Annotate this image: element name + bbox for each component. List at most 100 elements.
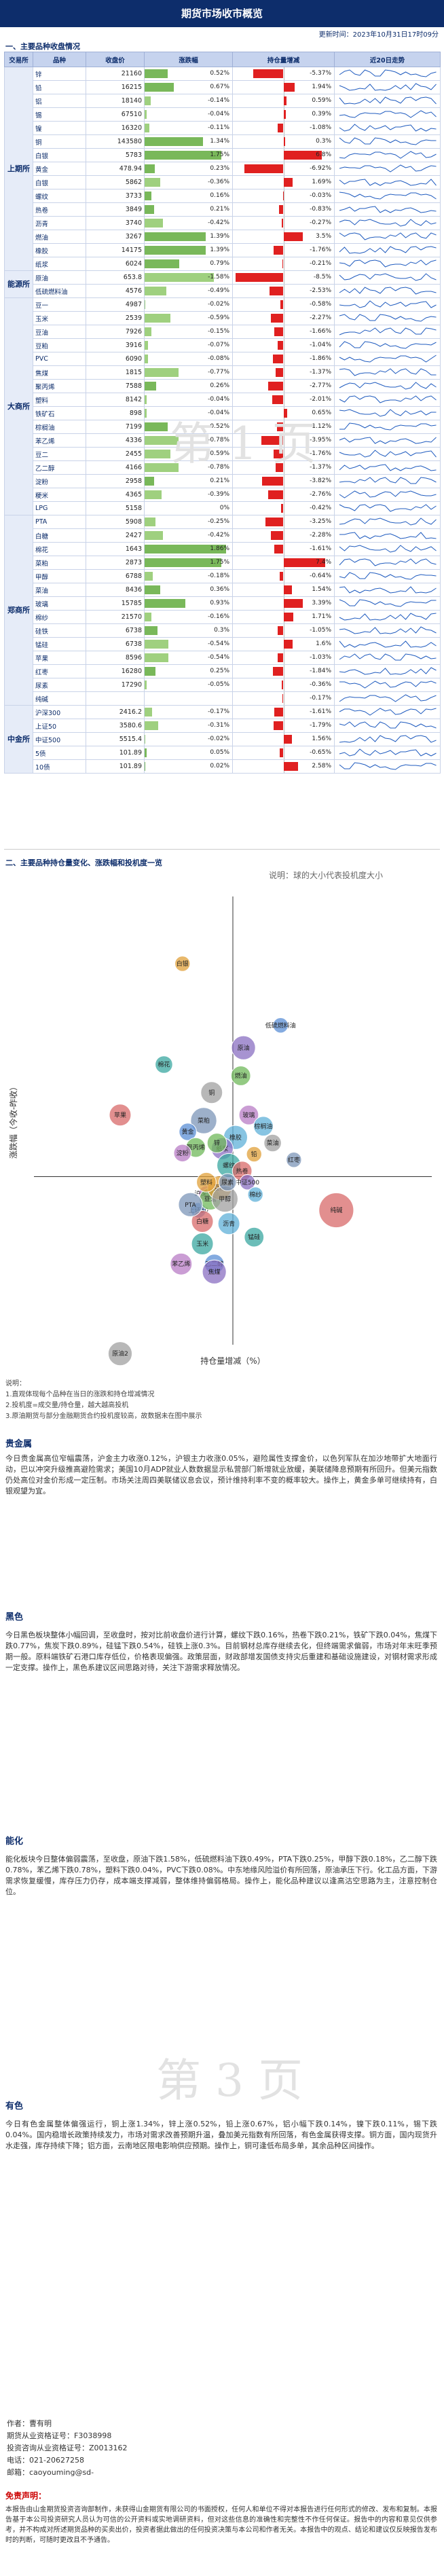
sparkline-path — [339, 206, 437, 213]
exchange-cell: 大商所 — [4, 297, 33, 515]
sparkline — [339, 327, 437, 335]
change-value: -0.16% — [208, 613, 229, 620]
change-bar — [145, 137, 204, 146]
change-value: 0.25% — [210, 668, 229, 674]
oi-cell: -3.25% — [232, 515, 335, 529]
change-cell: 0.67% — [144, 80, 233, 94]
oi-value: -2.27% — [310, 314, 331, 321]
oi-bar — [267, 490, 284, 499]
change-bar — [145, 450, 171, 458]
trend-cell — [334, 257, 441, 271]
trend-cell — [334, 610, 441, 624]
sparkline-path — [339, 450, 437, 458]
product-cell: 中证500 — [33, 732, 86, 746]
product-cell: 铜 — [33, 134, 86, 149]
oi-bar — [274, 708, 284, 716]
sparkline — [339, 708, 437, 716]
nonferrous-title: 有色 — [5, 2101, 24, 2111]
change-cell — [144, 691, 233, 706]
product-cell: 沥青 — [33, 216, 86, 230]
change-value: 0.05% — [210, 749, 229, 756]
trend-cell — [334, 542, 441, 556]
product-cell: 聚丙烯 — [33, 379, 86, 393]
table-row: PVC 6090 -0.08% -1.86% — [5, 352, 441, 366]
change-value: 0.02% — [210, 763, 229, 769]
table-row: 白糖 2427 -0.42% -2.28% — [5, 528, 441, 543]
table-row: 镍 16320 -0.11% -1.08% — [5, 121, 441, 135]
oi-value: -3.25% — [310, 518, 331, 525]
change-cell: -0.42% — [144, 528, 233, 543]
oi-value: -0.65% — [310, 749, 331, 756]
oi-value: 0.59% — [312, 97, 331, 104]
product-cell: 锰硅 — [33, 637, 86, 651]
bubble-label: 玻璃 — [242, 1111, 255, 1119]
bubble-label: 棉纱 — [249, 1191, 261, 1199]
close-cell: 6090 — [86, 352, 145, 366]
sparkline-path — [339, 490, 437, 498]
change-value: 1.75% — [210, 559, 229, 566]
close-cell: 3580.6 — [86, 719, 145, 733]
oi-cell: -0.65% — [232, 746, 335, 760]
change-cell: 1.86% — [144, 542, 233, 556]
change-cell: -1.58% — [144, 270, 233, 285]
oi-cell: -0.17% — [232, 691, 335, 706]
change-bar — [145, 640, 168, 649]
product-cell: 菜粕 — [33, 556, 86, 570]
change-value: -0.36% — [208, 179, 229, 185]
product-cell: 上证50 — [33, 719, 86, 733]
note-line: 1.直观体现每个品种在当日的涨跌和持仓增减情况 — [5, 1391, 155, 1398]
bubble-chart: 持仓量增减（%） 涨跌幅（今收-昨收） 低硫燃料油 原油 燃油 白银 棉花 苹果 菜粕 铜橡胶 玻璃… — [7, 883, 439, 1372]
table-row: 尿素 17290 -0.05% -0.36% — [5, 678, 441, 692]
change-cell: -0.77% — [144, 365, 233, 380]
close-cell: 3267 — [86, 230, 145, 244]
bubble — [190, 1107, 217, 1134]
product-cell: 豆一 — [33, 297, 86, 312]
table-row: 棉纱 21570 -0.16% 1.71% — [5, 610, 441, 624]
trend-cell — [334, 121, 441, 135]
bubble-label: 锰硅 — [248, 1233, 260, 1241]
oi-value: 1.71% — [312, 613, 331, 620]
change-cell: -0.59% — [144, 447, 233, 461]
change-cell: 0.36% — [144, 583, 233, 597]
oi-bar — [273, 450, 284, 458]
product-cell: 棕榈油 — [33, 420, 86, 434]
trend-cell — [334, 311, 441, 325]
product-cell: 锌 — [33, 67, 86, 81]
bubble — [191, 1210, 214, 1233]
change-bar — [145, 558, 221, 567]
author-name: 作者：曹有明 — [7, 2419, 52, 2428]
x-axis-label: 持仓量增减（%） — [200, 1356, 265, 1366]
table-row: 豆油 7926 -0.15% -1.66% — [5, 325, 441, 339]
sparkline — [339, 69, 437, 77]
sparkline-path — [339, 422, 437, 431]
oi-bar — [277, 341, 284, 350]
table-row: 铝 18140 -0.14% 0.59% — [5, 94, 441, 108]
sparkline — [339, 653, 437, 661]
product-cell: 原油 — [33, 270, 86, 285]
product-cell: 玻璃 — [33, 596, 86, 611]
change-value: -0.54% — [208, 640, 229, 647]
change-bar — [145, 382, 156, 391]
note-line: 说明： — [5, 1380, 26, 1387]
sparkline-path — [339, 164, 437, 173]
oi-value: 0.65% — [312, 410, 331, 416]
oi-value: -1.76% — [310, 247, 331, 253]
bubble-label: PTA — [185, 1202, 196, 1209]
col-exchange: 交易所 — [4, 52, 33, 67]
change-bar — [145, 477, 154, 486]
close-cell: 6738 — [86, 637, 145, 651]
close-cell: 6788 — [86, 569, 145, 583]
change-value: -0.04% — [208, 111, 229, 117]
sparkline — [339, 558, 437, 566]
oi-bar — [282, 694, 284, 703]
sparkline-path — [339, 762, 437, 770]
close-cell: 17290 — [86, 678, 145, 692]
table-row: 铜 143580 1.34% 0.3% — [5, 134, 441, 149]
oi-bar — [267, 382, 284, 391]
watermark-page3: 第 3 页 — [156, 2054, 303, 2107]
change-value: -0.15% — [208, 328, 229, 335]
change-cell: -0.04% — [144, 393, 233, 407]
oi-bar — [283, 110, 286, 119]
oi-cell: -6.92% — [232, 162, 335, 176]
bubble — [217, 1212, 240, 1235]
